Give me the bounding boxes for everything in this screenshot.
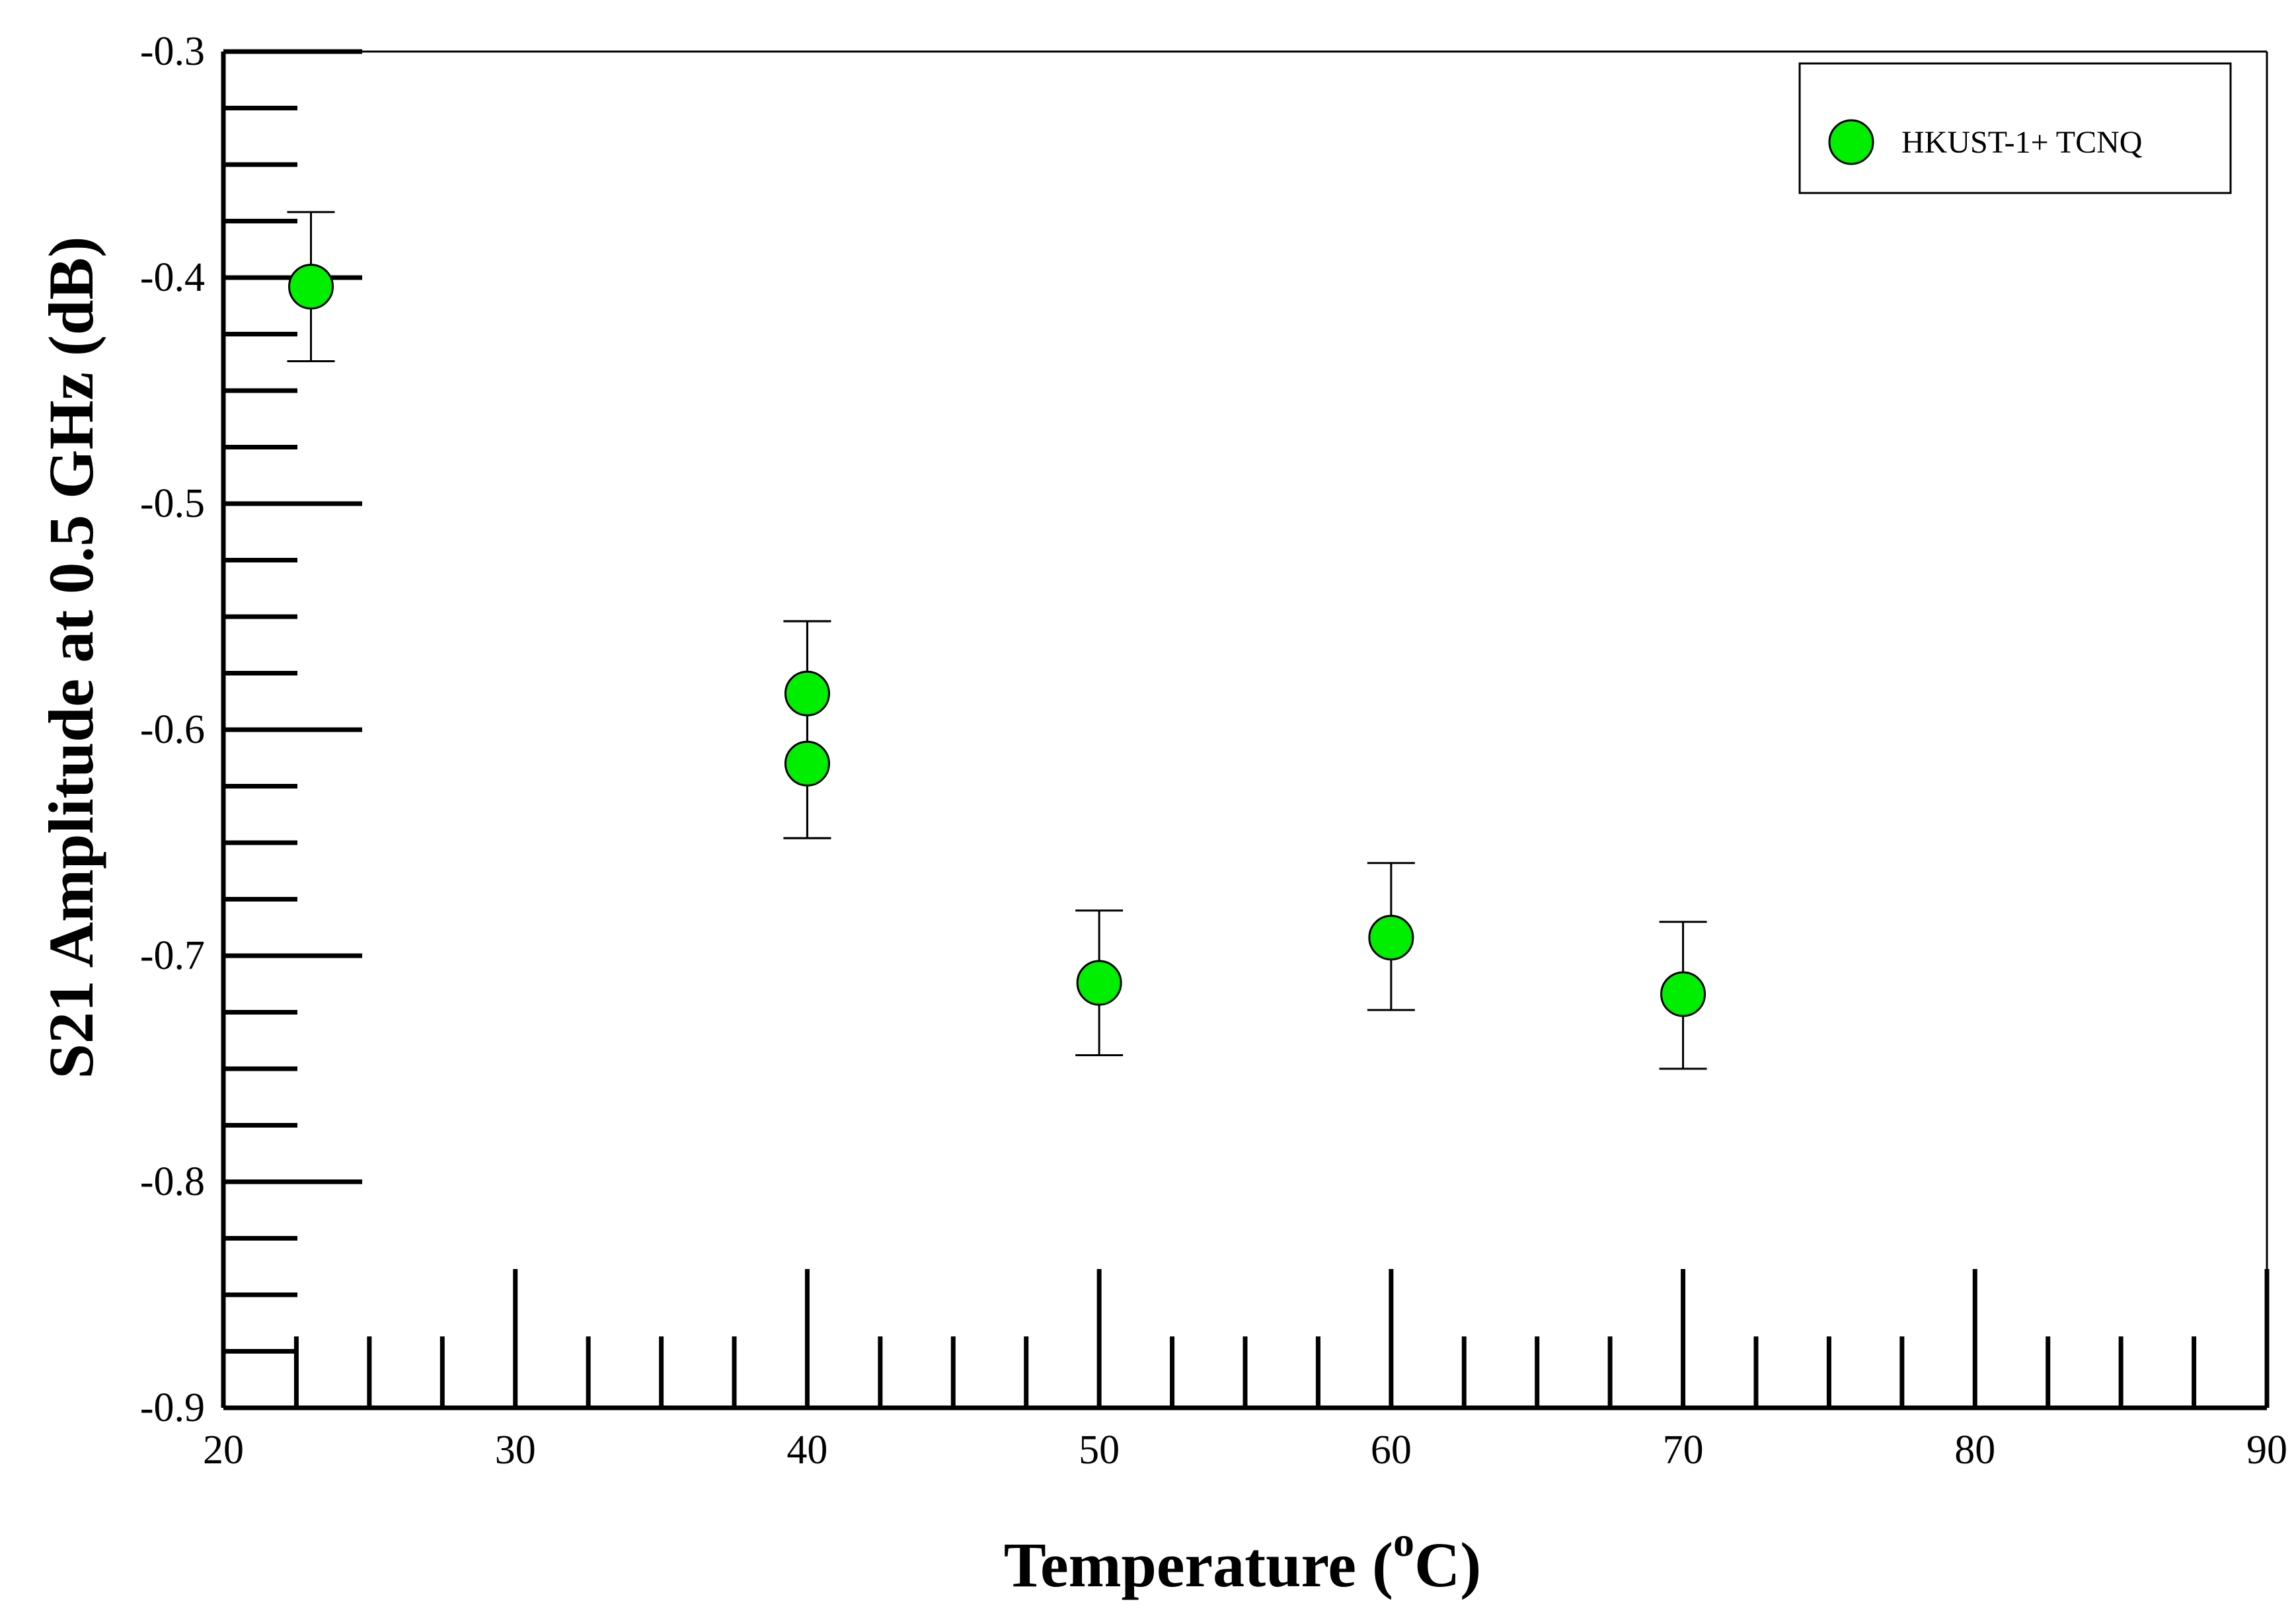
error-bars xyxy=(287,211,1707,1070)
y-axis-title: S21 Amplitude at 0.5 GHz (dB) xyxy=(36,237,106,1079)
x-tick-label: 50 xyxy=(1079,1428,1120,1473)
tick-marks xyxy=(221,49,2270,1410)
x-tick-label: 80 xyxy=(1954,1428,1995,1473)
data-points xyxy=(288,264,1706,1017)
data-point xyxy=(1660,971,1706,1017)
legend-marker xyxy=(1828,119,1874,165)
x-axis-title: Temperature (oC) xyxy=(1004,1518,1482,1600)
y-tick-label: -0.5 xyxy=(140,481,205,526)
plot-frame xyxy=(221,50,2268,1410)
y-tick-label: -0.6 xyxy=(140,707,205,752)
x-axis-title-main: Temperature ( xyxy=(1004,1529,1393,1600)
error-bar xyxy=(783,620,831,839)
y-tick-label: -0.3 xyxy=(140,29,205,74)
tick-labels: -0.9 -0.8 -0.7 -0.6 -0.5 -0.4 -0.3 20 30 40 50 60 70… xyxy=(140,29,2287,1473)
data-point xyxy=(1076,960,1122,1006)
x-axis-title-superscript: o xyxy=(1393,1518,1414,1565)
legend-label: HKUST-1+ TCNQ xyxy=(1901,125,2142,160)
x-tick-label: 40 xyxy=(786,1428,827,1473)
x-tick-label: 90 xyxy=(2246,1428,2287,1473)
y-tick-label: -0.4 xyxy=(140,255,205,300)
x-tick-label: 30 xyxy=(495,1428,536,1473)
x-tick-label: 20 xyxy=(203,1428,244,1473)
x-axis-title-suffix: C) xyxy=(1414,1529,1481,1600)
y-tick-label: -0.9 xyxy=(140,1385,205,1430)
legend: HKUST-1+ TCNQ xyxy=(1798,62,2232,194)
data-point xyxy=(1368,915,1414,961)
y-tick-label: -0.7 xyxy=(140,933,205,978)
x-tick-label: 60 xyxy=(1371,1428,1412,1473)
legend-box xyxy=(1798,62,2232,194)
data-point xyxy=(784,740,830,787)
x-tick-label: 70 xyxy=(1663,1428,1704,1473)
data-point xyxy=(784,670,830,716)
data-point xyxy=(288,264,334,310)
y-tick-label: -0.8 xyxy=(140,1159,205,1204)
